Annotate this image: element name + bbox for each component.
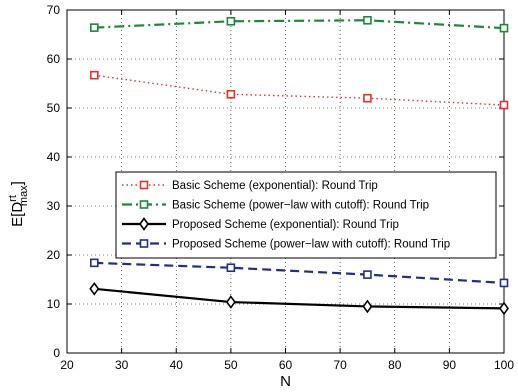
x-tick-label: 100	[494, 358, 514, 372]
y-axis-label-close: ]	[9, 181, 26, 185]
x-tick-label: 70	[333, 358, 347, 372]
y-tick-label: 20	[47, 248, 61, 262]
y-tick-label: 30	[47, 199, 61, 213]
y-tick-label: 40	[47, 150, 61, 164]
y-axis-label-superscript: rt	[7, 195, 19, 202]
y-axis-label-subscript: max	[18, 185, 30, 206]
data-point	[499, 301, 509, 316]
legend-label: Basic Scheme (exponential): Round Trip	[172, 180, 378, 192]
data-point	[226, 89, 236, 99]
series-group	[89, 15, 509, 316]
legend-box	[115, 171, 497, 259]
x-tick-label: 30	[115, 358, 129, 372]
series-line	[94, 19, 505, 30]
y-tick-label: 60	[47, 52, 61, 66]
data-point	[362, 299, 373, 314]
data-point	[363, 93, 372, 103]
legend-marker	[139, 180, 149, 190]
legend-label: Proposed Scheme (exponential): Round Tri…	[172, 219, 399, 231]
x-tick-label: 40	[170, 358, 184, 372]
series-4	[90, 258, 509, 288]
legend-entry: Proposed Scheme (power−law with cutoff):…	[122, 239, 450, 251]
series-line	[94, 74, 505, 106]
legend-marker	[139, 217, 149, 231]
series-3	[89, 281, 509, 316]
y-tick-label: 50	[47, 101, 61, 115]
legend-marker	[139, 239, 149, 248]
legend: Basic Scheme (exponential): Round Trip Ba…	[115, 171, 497, 259]
series-2	[90, 15, 509, 33]
series-line	[94, 261, 505, 285]
data-point	[226, 16, 236, 26]
legend-marker	[139, 200, 149, 209]
legend-entry: Basic Scheme (power−law with cutoff): Ro…	[122, 200, 429, 212]
axis-ticks: 20 30 40 50 60 70 80 90 100 0 10 20 30 40 50 60 70	[47, 3, 515, 372]
series-1	[90, 70, 509, 110]
data-point	[499, 278, 509, 288]
series-line	[94, 287, 505, 310]
y-axis-label: E[Drtmax]	[7, 181, 30, 227]
legend-label: Basic Scheme (power−law with cutoff): Ro…	[172, 200, 429, 212]
x-tick-label: 50	[224, 358, 238, 372]
y-tick-label: 70	[47, 3, 61, 17]
legend-entry: Basic Scheme (exponential): Round Trip	[122, 180, 378, 192]
legend-label: Proposed Scheme (power−law with cutoff):…	[172, 239, 450, 251]
y-tick-label: 0	[53, 346, 60, 360]
legend-entry: Proposed Scheme (exponential): Round Tri…	[122, 217, 399, 231]
data-point	[499, 100, 509, 110]
data-point	[363, 270, 372, 279]
data-point	[90, 23, 99, 32]
x-tick-label: 80	[388, 358, 402, 372]
data-point	[90, 70, 99, 80]
data-point	[499, 23, 509, 33]
data-point	[225, 295, 236, 309]
data-point	[89, 281, 100, 296]
x-tick-label: 60	[279, 358, 293, 372]
x-tick-label: 90	[443, 358, 457, 372]
data-point	[90, 258, 99, 268]
y-tick-label: 10	[47, 297, 61, 311]
data-point	[363, 15, 372, 25]
x-tick-label: 20	[60, 358, 74, 372]
data-point	[226, 263, 236, 273]
x-axis-label: N	[280, 373, 291, 390]
y-axis-label-main: E[D	[9, 202, 26, 227]
